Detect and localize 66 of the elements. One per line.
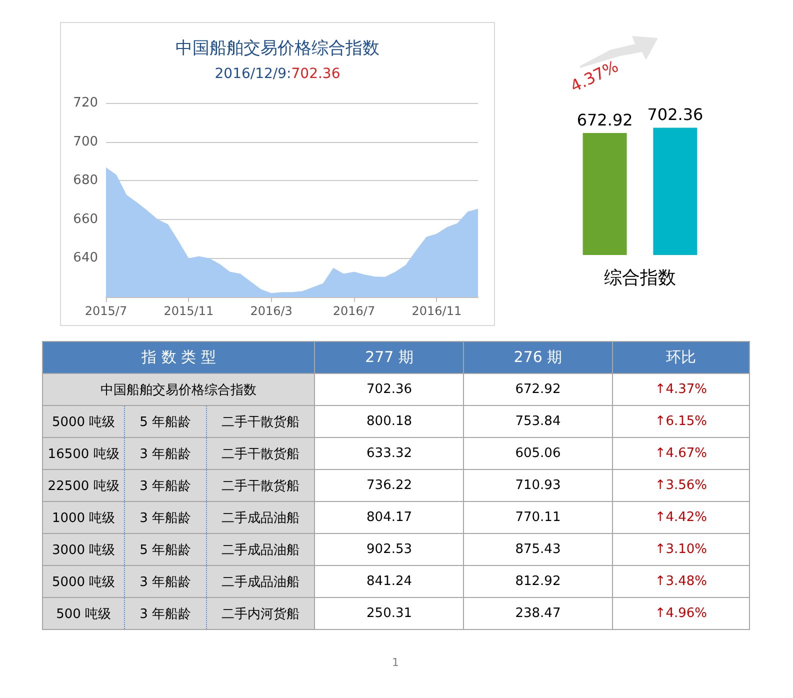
text: 3 年船龄 bbox=[140, 478, 192, 494]
y-tick-label: 700 bbox=[73, 134, 98, 150]
text: ↑4.96% bbox=[654, 606, 708, 621]
text: 二手成品油船 bbox=[222, 542, 300, 558]
text: 5000 吨级 bbox=[52, 574, 116, 590]
text: 812.92 bbox=[515, 574, 561, 589]
chart-subtitle: 2016/12/9:702.36 bbox=[214, 66, 340, 82]
text: 5 年船龄 bbox=[140, 414, 192, 430]
text: 二手干散货船 bbox=[222, 446, 300, 462]
text: 中国船舶交易价格综合指数 bbox=[100, 382, 257, 398]
text: 875.43 bbox=[515, 542, 561, 557]
y-tick-label: 720 bbox=[73, 96, 98, 110]
text: 二手干散货船 bbox=[222, 414, 300, 430]
x-tick-label: 2016/3 bbox=[250, 304, 292, 318]
text: 238.47 bbox=[515, 606, 561, 621]
text: 二手干散货船 bbox=[222, 478, 300, 494]
category-label: 277 期 bbox=[314, 342, 464, 374]
text: 二手成品油船 bbox=[222, 574, 300, 590]
text: 16500 吨级 bbox=[48, 446, 120, 462]
text: 605.06 bbox=[515, 446, 561, 461]
text: 710.93 bbox=[515, 478, 561, 493]
y-tick-label: 660 bbox=[73, 212, 98, 227]
x-tick-label: 2015/7 bbox=[84, 304, 128, 318]
data-label: 672.92 bbox=[576, 110, 633, 130]
text: ↑4.67% bbox=[654, 446, 708, 461]
text: 二手成品油船 bbox=[222, 510, 300, 526]
text: 250.31 bbox=[366, 606, 412, 621]
x-tick-label: 2015/11 bbox=[164, 304, 214, 318]
text: 1000 吨级 bbox=[52, 510, 116, 526]
text: ↑3.56% bbox=[654, 478, 708, 493]
text: 二手内河货船 bbox=[222, 606, 300, 622]
text: 633.32 bbox=[366, 446, 412, 461]
text: 3 年船龄 bbox=[140, 574, 192, 590]
text: 3 年船龄 bbox=[140, 510, 192, 526]
text: 5000 吨级 bbox=[52, 414, 116, 430]
text: 804.17 bbox=[366, 510, 412, 525]
text: ↑4.37% bbox=[654, 382, 708, 397]
text: 902.53 bbox=[366, 542, 412, 557]
text: 3000 吨级 bbox=[52, 542, 116, 558]
text: 22500 吨级 bbox=[48, 478, 120, 494]
category-label: 指 数 类 型 bbox=[42, 342, 315, 374]
x-tick-label: 综合指数 bbox=[604, 268, 676, 288]
text: 770.11 bbox=[515, 510, 561, 525]
text: 500 吨级 bbox=[56, 606, 112, 622]
data-label: 702.36 bbox=[647, 105, 704, 124]
text: 672.92 bbox=[515, 382, 561, 397]
x-tick-label: 2016/7 bbox=[332, 304, 376, 318]
text: 1 bbox=[392, 656, 399, 669]
text: 841.24 bbox=[366, 574, 412, 589]
text: ↑6.15% bbox=[654, 414, 708, 429]
text: 800.18 bbox=[366, 414, 412, 429]
text: ↑4.42% bbox=[654, 510, 708, 525]
category-label: 276 期 bbox=[464, 342, 612, 374]
text: 753.84 bbox=[515, 414, 561, 429]
text: 736.22 bbox=[366, 478, 412, 493]
text: 3 年船龄 bbox=[140, 606, 192, 622]
category-label: 环比 bbox=[612, 342, 750, 374]
y-tick-label: 640 bbox=[73, 250, 98, 266]
chart-title: 中国船舶交易价格综合指数 bbox=[176, 38, 380, 58]
y-tick-label: 680 bbox=[73, 173, 98, 188]
text: ↑3.48% bbox=[654, 574, 708, 589]
text: 702.36 bbox=[366, 382, 412, 397]
text: 3 年船龄 bbox=[140, 446, 192, 462]
text: 5 年船龄 bbox=[140, 542, 192, 558]
text: ↑3.10% bbox=[654, 542, 708, 557]
x-tick-label: 2016/11 bbox=[412, 304, 462, 318]
